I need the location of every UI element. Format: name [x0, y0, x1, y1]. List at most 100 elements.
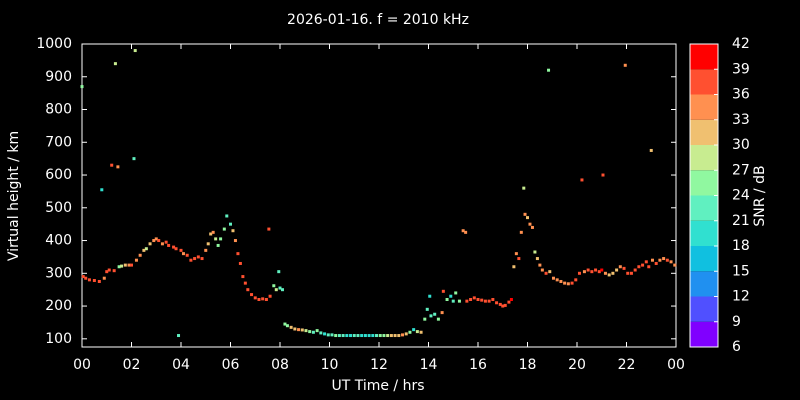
data-point [164, 240, 168, 244]
data-point [522, 186, 526, 190]
data-point [389, 334, 393, 338]
data-point [433, 312, 437, 316]
data-point [574, 278, 578, 282]
data-point [274, 288, 278, 292]
data-point [138, 253, 142, 257]
data-point [102, 276, 106, 280]
data-point [293, 327, 297, 331]
colorbar-bin [690, 145, 718, 171]
data-point [487, 299, 491, 303]
data-point [425, 307, 429, 311]
data-point [644, 260, 648, 264]
data-point [451, 299, 455, 303]
data-point [498, 302, 502, 306]
data-point [673, 263, 677, 267]
data-point [597, 270, 601, 274]
data-point [428, 294, 432, 298]
data-point [412, 328, 416, 332]
colorbar-bin [690, 195, 718, 221]
data-point [622, 266, 626, 270]
data-point [626, 271, 630, 275]
colorbar-bin [690, 271, 718, 297]
data-point [225, 214, 229, 218]
data-point [330, 333, 334, 337]
data-point [196, 255, 200, 259]
data-point [509, 298, 513, 302]
colorbar-bin [690, 296, 718, 322]
data-point [615, 268, 619, 272]
data-point [233, 239, 237, 243]
x-tick-label: 08 [271, 357, 289, 373]
data-point [423, 317, 427, 321]
data-point [113, 62, 117, 66]
data-point [84, 276, 88, 280]
data-point [441, 289, 445, 293]
data-point [229, 222, 232, 226]
x-tick-label: 00 [667, 357, 685, 373]
data-point [603, 271, 607, 275]
data-point [257, 298, 261, 302]
data-point [92, 279, 96, 283]
data-point [378, 334, 382, 338]
data-point [116, 165, 120, 169]
data-point [548, 270, 552, 274]
y-tick-label: 600 [45, 167, 72, 183]
data-point [623, 63, 627, 67]
data-point [363, 334, 367, 338]
data-point [246, 288, 250, 292]
y-tick-label: 700 [45, 134, 72, 150]
data-point [547, 68, 551, 72]
data-point [107, 268, 111, 272]
data-point [514, 252, 518, 256]
data-point [647, 265, 651, 269]
data-point [112, 269, 116, 273]
data-point [231, 229, 235, 233]
data-point [241, 275, 245, 279]
colorbar-tick-label: 24 [732, 188, 750, 204]
data-point [611, 271, 615, 275]
data-point [193, 257, 197, 261]
data-point [528, 222, 532, 226]
data-point [174, 247, 178, 251]
y-tick-label: 800 [45, 102, 72, 118]
y-axis-title: Virtual height / km [6, 131, 22, 261]
y-tick-label: 100 [45, 331, 72, 347]
data-point [200, 257, 204, 261]
data-point [177, 334, 181, 338]
y-tick-label: 400 [45, 233, 72, 249]
colorbar-bin [690, 170, 718, 196]
data-point [142, 248, 146, 252]
data-point [637, 265, 641, 269]
data-point [495, 301, 499, 305]
data-point [461, 229, 465, 233]
data-point [600, 268, 604, 272]
data-point [649, 148, 653, 152]
data-point [132, 157, 136, 161]
data-point [185, 253, 189, 257]
data-point [267, 227, 271, 231]
data-point [204, 248, 208, 252]
x-tick-label: 22 [618, 357, 636, 373]
y-tick-label: 900 [45, 69, 72, 85]
data-point [80, 85, 84, 89]
data-point [123, 263, 127, 267]
data-point [654, 261, 658, 265]
y-tick-label: 300 [45, 265, 72, 281]
data-point [300, 328, 304, 332]
data-point [87, 278, 91, 282]
data-point [480, 298, 484, 302]
data-point [517, 257, 521, 261]
data-point [209, 232, 213, 236]
data-point [594, 268, 598, 272]
data-point [544, 271, 548, 275]
data-point [665, 258, 669, 262]
data-point [440, 311, 444, 315]
data-point [629, 271, 633, 275]
data-point [586, 268, 590, 272]
colorbar-tick-label: 18 [732, 238, 750, 254]
data-point [397, 334, 401, 338]
data-point [429, 314, 433, 318]
data-point [530, 225, 534, 229]
data-point [401, 333, 405, 337]
data-point [148, 242, 152, 246]
